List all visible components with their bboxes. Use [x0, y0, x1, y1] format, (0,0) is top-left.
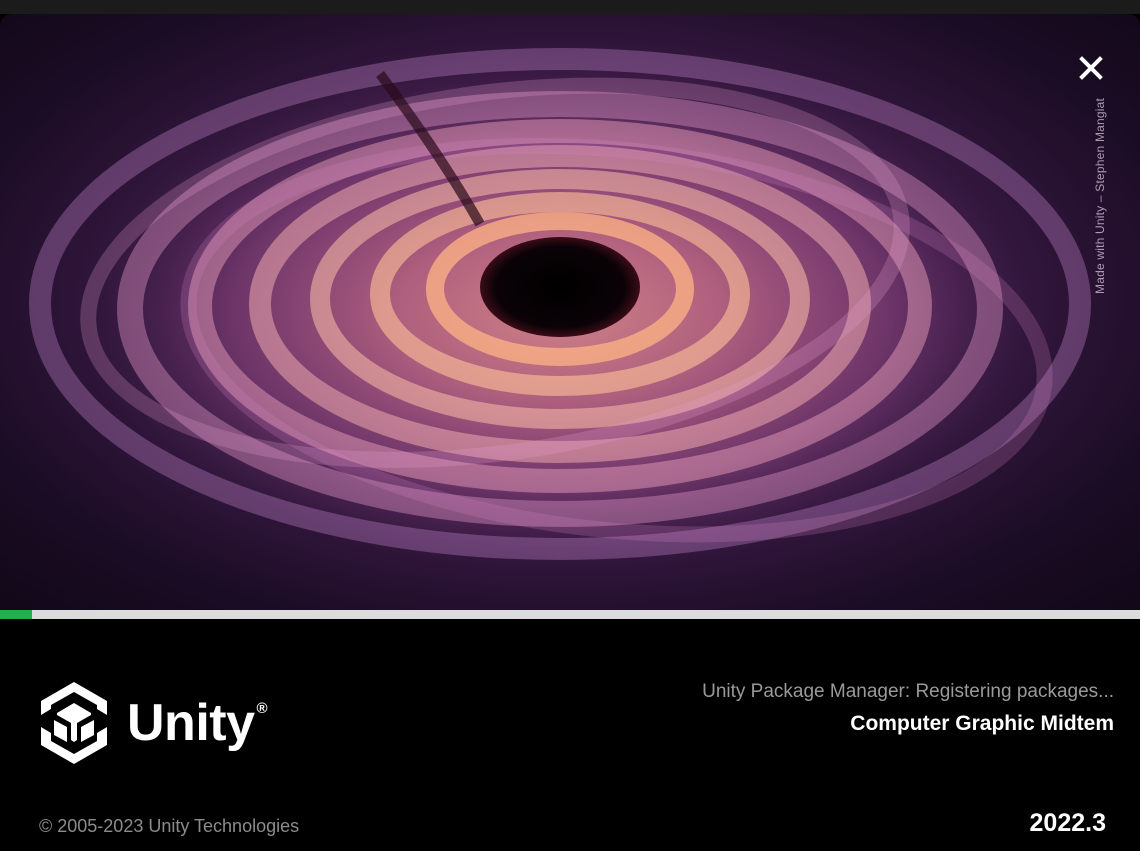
splash-footer [0, 619, 1140, 851]
unity-wordmark: Unity [127, 694, 255, 752]
loading-progress-bar [0, 610, 1140, 619]
unity-logo: Unity ® [37, 682, 268, 764]
version-label: 2022.3 [1029, 809, 1106, 837]
artwork-credit: Made with Unity – Stephen Mangiat [1093, 97, 1107, 294]
close-button[interactable] [1078, 55, 1104, 81]
black-hole-artwork [0, 14, 1140, 610]
close-icon [1079, 56, 1103, 80]
registered-mark: ® [256, 700, 268, 717]
window-top-strip [0, 0, 1140, 14]
copyright-text: © 2005-2023 Unity Technologies [39, 816, 300, 836]
unity-cube-logo-icon [41, 682, 107, 764]
loading-status-text: Unity Package Manager: Registering packa… [702, 681, 1114, 702]
splash-artwork: Made with Unity – Stephen Mangiat [0, 14, 1140, 610]
project-name: Computer Graphic Midtem [850, 712, 1114, 735]
loading-progress-fill [0, 610, 32, 619]
